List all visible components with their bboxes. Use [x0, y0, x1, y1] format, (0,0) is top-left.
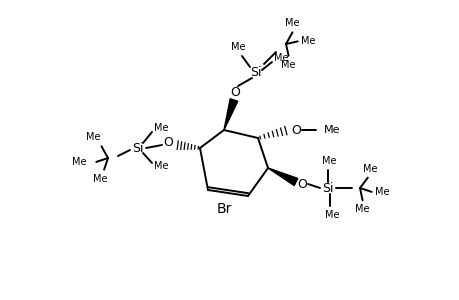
Text: Si: Si — [250, 65, 261, 79]
Text: Me: Me — [86, 132, 101, 142]
Text: Si: Si — [322, 182, 333, 194]
Text: Me: Me — [300, 36, 314, 46]
Text: O: O — [297, 178, 306, 190]
Text: Me: Me — [374, 187, 388, 197]
Text: Me: Me — [230, 42, 245, 52]
Text: Br: Br — [216, 202, 231, 216]
Text: Me: Me — [154, 161, 168, 171]
Polygon shape — [224, 99, 237, 130]
Text: O: O — [291, 124, 300, 136]
Polygon shape — [268, 168, 297, 186]
Text: Me: Me — [285, 18, 299, 28]
Text: O: O — [230, 85, 240, 98]
Text: Si: Si — [132, 142, 143, 154]
Text: Me: Me — [324, 210, 339, 220]
Text: Me: Me — [93, 174, 107, 184]
Text: Me: Me — [154, 123, 168, 133]
Text: O: O — [162, 136, 173, 149]
Text: Me: Me — [362, 164, 376, 174]
Text: Me: Me — [355, 204, 369, 214]
Text: Me: Me — [281, 60, 295, 70]
Text: Me: Me — [72, 157, 86, 167]
Text: Me: Me — [274, 53, 288, 63]
Text: Me: Me — [321, 156, 336, 166]
Text: Me: Me — [323, 125, 340, 135]
